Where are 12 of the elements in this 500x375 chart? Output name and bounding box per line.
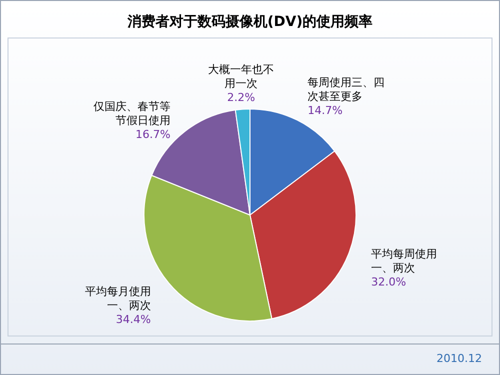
data-label: 34.4% [116,313,151,326]
data-label: 16.7% [135,128,170,142]
slice-label: 仅国庆、春节等节假日使用 [93,100,170,128]
text: 2010.12 [436,352,482,365]
slice-label: 每周使用三、四次甚至更多 [308,76,385,104]
chart-title: 消费者对于数码摄像机(DV)的使用频率 [126,13,373,30]
data-label: 14.7% [308,104,343,118]
data-label: 32.0% [371,275,406,288]
slice-label: 平均每月使用一、两次 [84,285,151,312]
slice-label: 大概一年也不用一次 [208,62,274,90]
slice-label: 平均每周使用一、两次 [371,247,438,274]
data-label: 2.2% [227,90,256,104]
